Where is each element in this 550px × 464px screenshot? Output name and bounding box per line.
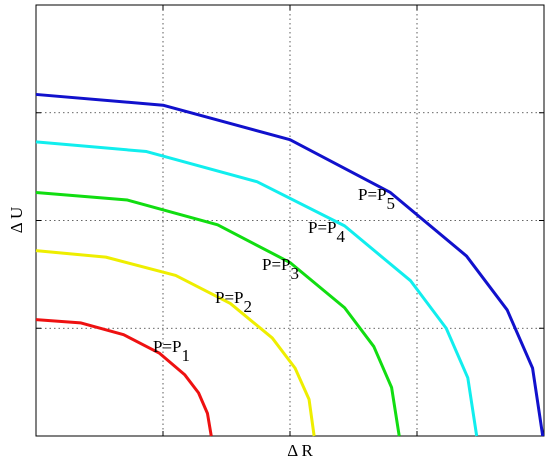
curve: [35, 140, 479, 437]
plot-frame: [35, 4, 545, 437]
curve-label-subscript: 3: [291, 264, 300, 283]
curve-label-subscript: 5: [387, 194, 396, 213]
y-axis-label: Δ U: [7, 207, 26, 234]
curve-label: P=P3: [262, 255, 299, 283]
curve-label-subscript: 4: [337, 227, 346, 246]
curve-label: P=P1: [153, 337, 190, 365]
x-axis-label: Δ R: [287, 441, 313, 460]
curve: [35, 249, 316, 437]
curve-label: P=P5: [358, 185, 395, 213]
curve-label: P=P4: [308, 218, 346, 246]
curve: [35, 92, 545, 437]
curve-label-text: P=P: [153, 337, 182, 356]
curve: [35, 318, 213, 437]
curve-label-subscript: 2: [244, 297, 253, 316]
curve-label: P=P2: [215, 288, 252, 316]
curve-label-subscript: 1: [182, 346, 191, 365]
curve-label-text: P=P: [215, 288, 244, 307]
curve-label-text: P=P: [358, 185, 387, 204]
curve-label-text: P=P: [308, 218, 337, 237]
curve: [35, 190, 401, 437]
curve-label-text: P=P: [262, 255, 291, 274]
